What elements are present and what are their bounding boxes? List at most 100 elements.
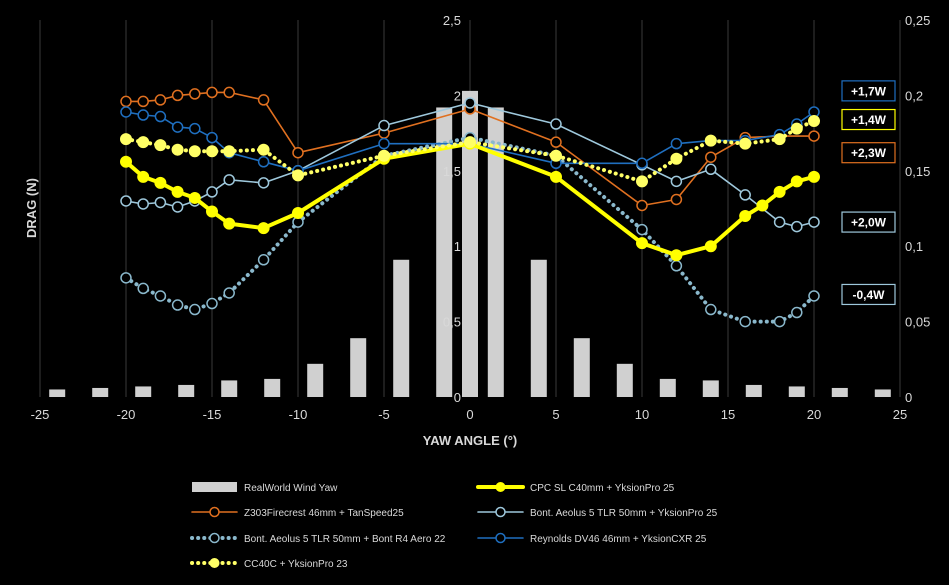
annotation-label: +1,4W — [851, 113, 887, 127]
x-tick-label: 5 — [552, 407, 559, 422]
legend-label: RealWorld Wind Yaw — [244, 483, 338, 494]
data-point — [257, 156, 270, 168]
data-point — [808, 290, 820, 302]
data-point — [773, 133, 786, 146]
annotation-box — [841, 142, 896, 164]
data-point — [171, 121, 184, 133]
bar — [307, 363, 324, 397]
data-point — [171, 299, 184, 311]
data-point — [670, 175, 683, 188]
data-point — [206, 145, 218, 158]
data-point — [137, 282, 149, 295]
annotation-box — [841, 211, 896, 233]
series-5 — [120, 115, 820, 188]
annotation-box — [841, 283, 896, 306]
annotation-label: +1,7W — [851, 84, 887, 98]
data-point — [120, 155, 132, 168]
data-point — [636, 223, 648, 236]
data-point — [378, 119, 390, 132]
data-point — [550, 118, 562, 130]
data-point — [257, 94, 270, 106]
x-tick-label: -20 — [117, 407, 136, 422]
bar — [350, 338, 367, 397]
bar — [221, 380, 238, 397]
legend-marker — [209, 558, 220, 568]
data-point — [550, 149, 562, 162]
data-point — [223, 287, 235, 299]
data-point — [223, 217, 236, 230]
data-point — [206, 131, 218, 144]
data-point — [120, 195, 132, 207]
data-point — [154, 290, 167, 302]
legend-label: Z303Firecrest 46mm + TanSpeed25 — [244, 508, 404, 519]
x-tick-label: 0 — [466, 407, 473, 422]
data-point — [206, 86, 218, 99]
annotation-box — [841, 80, 896, 102]
data-point — [257, 143, 270, 156]
y-tick-label: 0,5 — [443, 315, 461, 330]
legend-label: Bont. Aeolus 5 TLR 50mm + YksionPro 25 — [530, 508, 718, 519]
data-point — [773, 185, 786, 198]
y-tick-label: 1,5 — [443, 164, 461, 179]
annotation-label: -0,4W — [852, 288, 885, 302]
y2-tick-label: 0,2 — [905, 88, 923, 103]
bar — [135, 386, 152, 397]
legend-item: Reynolds DV46 46mm + YksionCXR 25 — [477, 532, 707, 545]
bar — [393, 259, 410, 397]
bar — [659, 378, 676, 397]
data-point — [137, 95, 149, 108]
data-point — [808, 170, 820, 183]
data-point — [137, 136, 150, 149]
x-tick-label: 25 — [893, 407, 907, 422]
data-point — [171, 185, 184, 198]
data-point — [154, 94, 167, 106]
data-point — [773, 216, 786, 228]
data-point — [739, 137, 752, 150]
bar — [702, 380, 719, 397]
legend-marker — [209, 532, 220, 544]
x-tick-label: 15 — [721, 407, 735, 422]
y2-tick-label: 0,15 — [905, 164, 930, 179]
data-point — [791, 306, 803, 319]
bar — [462, 90, 478, 397]
bar — [487, 107, 504, 398]
data-point — [292, 169, 304, 182]
data-point — [739, 210, 752, 223]
y-tick-label: 2,5 — [443, 13, 461, 28]
x-tick-label: -10 — [289, 407, 308, 422]
bar — [530, 259, 547, 397]
data-point — [223, 174, 235, 186]
data-point — [670, 249, 683, 262]
bar — [616, 363, 633, 397]
y-tick-label: 0 — [454, 390, 461, 405]
data-point — [378, 149, 390, 162]
x-axis-title: YAW ANGLE (°) — [423, 433, 518, 448]
legend-item: Bont. Aeolus 5 TLR 50mm + YksionPro 25 — [477, 506, 718, 519]
data-point — [171, 143, 184, 156]
data-point — [705, 151, 717, 163]
data-point — [464, 136, 476, 149]
data-point — [154, 110, 167, 123]
data-point — [257, 177, 270, 189]
x-tick-label: -25 — [31, 407, 50, 422]
data-point — [790, 122, 803, 135]
data-point — [739, 189, 751, 201]
data-point — [171, 201, 184, 213]
data-point — [808, 216, 820, 228]
data-point — [137, 109, 149, 121]
data-point — [378, 137, 390, 150]
legend-item: Bont. Aeolus 5 TLR 50mm + Bont R4 Aero 2… — [190, 532, 446, 545]
data-point — [189, 303, 201, 316]
bar — [178, 384, 195, 397]
y2-tick-label: 0,05 — [905, 315, 930, 330]
annotation-box — [841, 108, 896, 131]
data-point — [705, 303, 717, 316]
y2-tick-label: 0,25 — [905, 13, 930, 28]
data-point — [670, 193, 683, 206]
legend-marker — [495, 482, 506, 492]
data-point — [171, 89, 184, 102]
y-tick-label: 1 — [454, 239, 461, 254]
data-point — [223, 145, 236, 158]
x-tick-label: -15 — [203, 407, 222, 422]
